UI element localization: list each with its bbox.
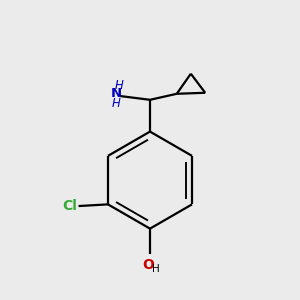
Text: H: H xyxy=(114,79,123,92)
Text: Cl: Cl xyxy=(62,199,77,213)
Text: N: N xyxy=(111,87,122,100)
Text: H: H xyxy=(152,264,160,274)
Text: H: H xyxy=(112,97,121,110)
Text: O: O xyxy=(143,258,154,272)
